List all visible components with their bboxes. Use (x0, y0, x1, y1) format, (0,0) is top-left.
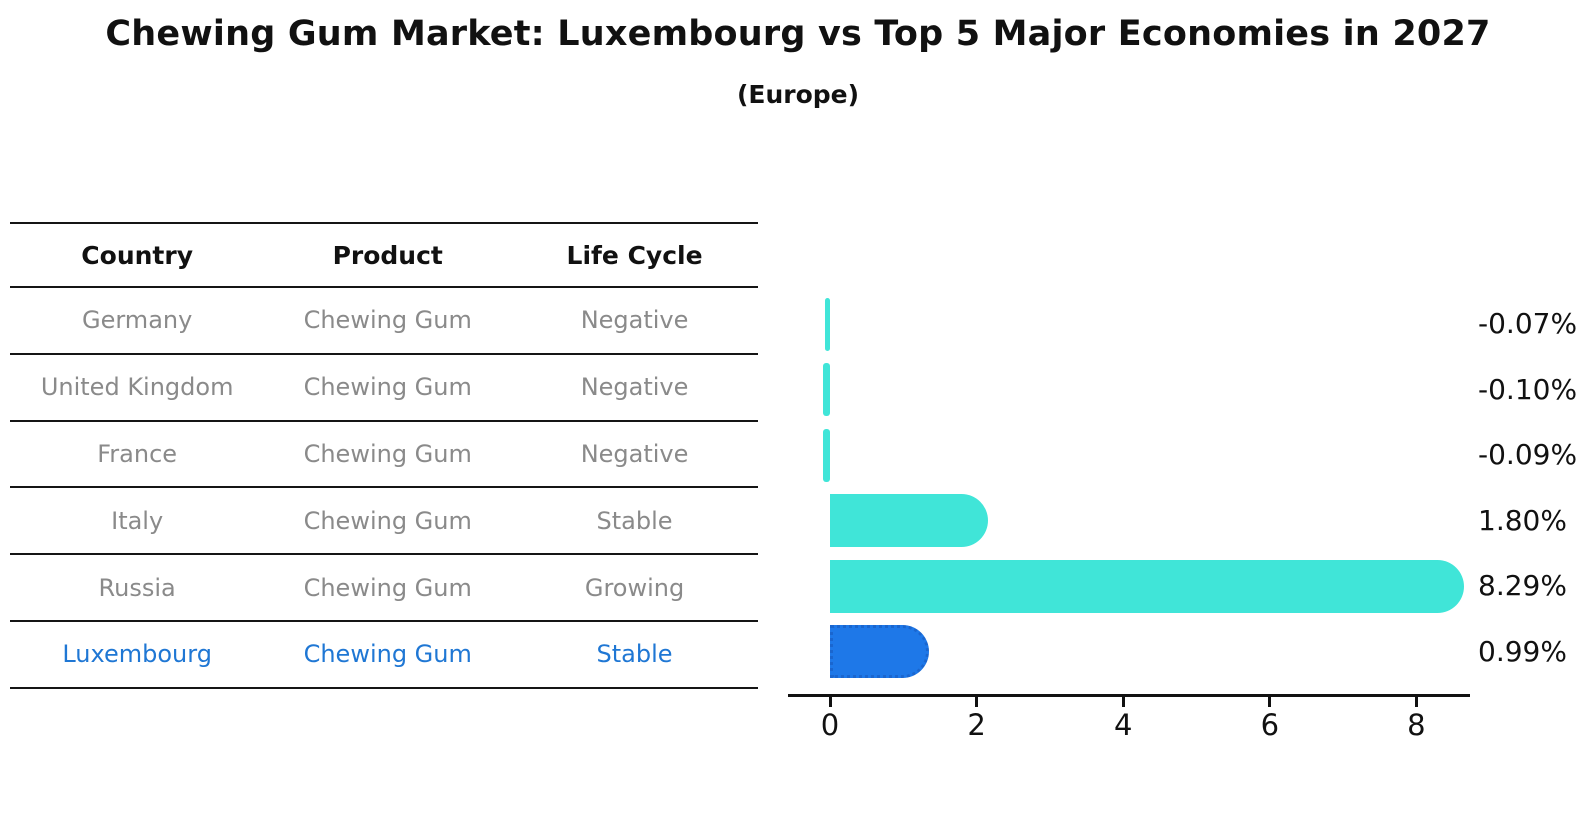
value-label-italy: 1.80% (1478, 503, 1567, 537)
life-cycle-cell: Negative (580, 439, 689, 468)
bar-russia (830, 559, 1465, 613)
bar-france (823, 428, 830, 482)
x-tick-label-6: 6 (1260, 708, 1280, 742)
bar-luxembourg (830, 625, 930, 678)
life-cycle-cell: Negative (580, 373, 689, 402)
x-tick-mark-8 (1414, 697, 1418, 707)
table-row-france: France Chewing Gum Negative (10, 422, 758, 489)
product-cell: Chewing Gum (303, 573, 472, 602)
value-label-france: -0.09% (1478, 438, 1578, 471)
country-table: Country Product Life Cycle Germany Chewing … (10, 222, 758, 689)
column-header-country: Country (81, 240, 193, 270)
country-cell: Luxembourg (62, 640, 212, 669)
country-cell: France (97, 439, 178, 468)
value-label-united-kingdom: -0.10% (1478, 372, 1578, 406)
product-cell: Chewing Gum (303, 640, 472, 669)
column-header-life-cycle: Life Cycle (566, 240, 703, 270)
chart-title: Chewing Gum Market: Luxembourg vs Top 5 … (105, 14, 1491, 54)
bar-united-kingdom (822, 363, 830, 416)
value-label-luxembourg: 0.99% (1478, 634, 1567, 668)
product-cell: Chewing Gum (303, 439, 472, 468)
table-row-united-kingdom: United Kingdom Chewing Gum Negative (10, 355, 758, 422)
x-tick-mark-4 (1121, 697, 1125, 707)
table-row-italy: Italy Chewing Gum Stable (10, 488, 758, 556)
life-cycle-cell: Stable (596, 506, 673, 535)
country-cell: Russia (98, 573, 176, 602)
table-header-row: Country Product Life Cycle (10, 224, 758, 288)
x-axis-line (788, 694, 1470, 697)
product-cell: Chewing Gum (303, 306, 472, 335)
column-header-product: Product (332, 240, 443, 270)
x-tick-mark-2 (975, 697, 979, 707)
x-tick-mark-0 (828, 697, 832, 707)
value-label-germany: -0.07% (1478, 307, 1578, 340)
table-row-russia: Russia Chewing Gum Growing (10, 555, 758, 622)
life-cycle-cell: Stable (596, 640, 673, 669)
country-cell: Germany (82, 306, 193, 335)
table-row-germany: Germany Chewing Gum Negative (10, 288, 758, 355)
x-tick-label-2: 2 (967, 708, 986, 742)
bar-germany (824, 297, 830, 351)
table-body: Germany Chewing Gum Negative United Kingdom… (10, 288, 758, 689)
life-cycle-cell: Growing (584, 573, 685, 602)
country-cell: United Kingdom (40, 373, 234, 402)
chart-subtitle: (Europe) (736, 80, 860, 109)
x-tick-label-0: 0 (820, 708, 840, 742)
product-cell: Chewing Gum (303, 373, 472, 402)
table-row-luxembourg: Luxembourg Chewing Gum Stable (10, 622, 758, 689)
product-cell: Chewing Gum (303, 506, 472, 535)
life-cycle-cell: Negative (580, 306, 689, 335)
x-tick-label-8: 8 (1407, 708, 1426, 742)
x-tick-label-4: 4 (1113, 708, 1133, 742)
x-tick-mark-6 (1268, 697, 1272, 707)
value-label-russia: 8.29% (1478, 569, 1567, 602)
bar-italy (830, 494, 989, 547)
country-cell: Italy (111, 506, 164, 535)
